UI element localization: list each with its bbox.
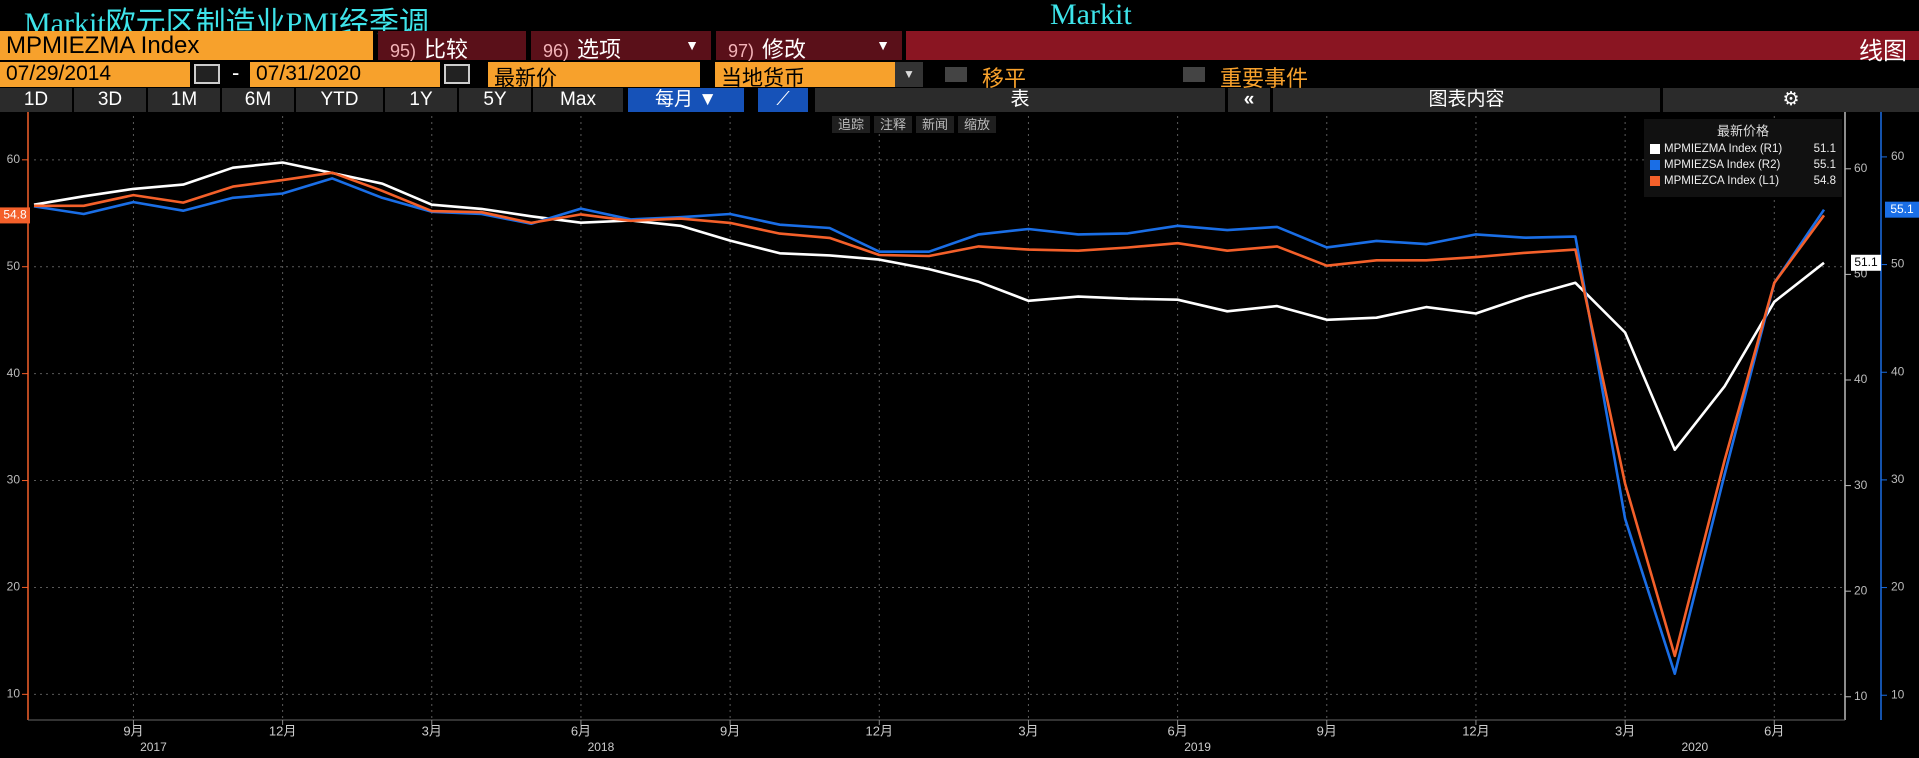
y-tick-label: 20 bbox=[7, 580, 21, 594]
x-tick-label: 9月 bbox=[720, 723, 740, 738]
x-tick-label: 6月 bbox=[571, 723, 591, 738]
legend-label: MPMIEZMA Index (R1) bbox=[1664, 143, 1782, 155]
settings-button[interactable]: ⚙ bbox=[1663, 88, 1919, 112]
y3-tick-label: 30 bbox=[1891, 472, 1905, 486]
ticker-field[interactable]: MPMIEZMA Index bbox=[0, 31, 373, 60]
x-tick-label: 3月 bbox=[422, 723, 442, 738]
legend-box bbox=[1644, 119, 1842, 197]
period-button[interactable]: Max bbox=[533, 88, 623, 112]
y3-tick-label: 40 bbox=[1891, 364, 1905, 378]
year-label: 2017 bbox=[140, 740, 167, 754]
last-value-tag bbox=[0, 207, 30, 224]
x-tick-label: 12月 bbox=[1462, 723, 1489, 738]
y-tick-label: 40 bbox=[7, 366, 21, 380]
legend-title: 最新价格 bbox=[1717, 123, 1769, 138]
menu-label: 比较 bbox=[424, 37, 469, 62]
menu-compare[interactable]: 95) 比较 bbox=[378, 31, 526, 62]
chart-content-button[interactable]: 图表内容 bbox=[1273, 88, 1660, 112]
y3-tick-label: 10 bbox=[1891, 687, 1905, 701]
chart-tool[interactable]: 注释 bbox=[874, 116, 913, 133]
legend-label: MPMIEZCA Index (L1) bbox=[1664, 175, 1779, 187]
calendar-icon[interactable] bbox=[444, 64, 470, 84]
y-tick-label: 30 bbox=[7, 473, 21, 487]
y-tick-label: 60 bbox=[7, 152, 21, 166]
frequency-button[interactable]: 每月 ▼ bbox=[628, 88, 744, 112]
y2-tick-label: 30 bbox=[1854, 478, 1868, 492]
y3-tick-label: 20 bbox=[1891, 580, 1905, 594]
period-button[interactable]: 1M bbox=[148, 88, 220, 112]
legend-swatch bbox=[1650, 160, 1660, 170]
currency-select[interactable]: 当地货币 bbox=[715, 62, 895, 90]
x-tick-label: 9月 bbox=[1317, 723, 1337, 738]
y-tick-label: 10 bbox=[7, 687, 21, 701]
period-button[interactable]: 3D bbox=[74, 88, 146, 112]
y2-tick-label: 20 bbox=[1854, 583, 1868, 597]
calendar-icon[interactable] bbox=[194, 64, 220, 84]
y-tick-label: 50 bbox=[7, 259, 21, 273]
last-value-tag bbox=[1851, 254, 1881, 271]
legend-value: 51.1 bbox=[1814, 143, 1836, 155]
chart-tool[interactable]: 缩放 bbox=[958, 116, 997, 133]
last-value-label: 55.1 bbox=[1890, 202, 1914, 216]
y2-tick-label: 60 bbox=[1854, 161, 1868, 175]
checkbox[interactable] bbox=[945, 67, 967, 82]
chart-tool[interactable]: 新闻 bbox=[916, 116, 955, 133]
y2-tick-label: 10 bbox=[1854, 689, 1868, 703]
period-button[interactable]: 1D bbox=[0, 88, 72, 112]
smooth-label: 移平 bbox=[982, 66, 1027, 91]
end-date[interactable]: 07/31/2020 bbox=[250, 62, 440, 87]
menu-num: 96) bbox=[543, 41, 570, 61]
x-tick-label: 3月 bbox=[1018, 723, 1038, 738]
x-tick-label: 6月 bbox=[1764, 723, 1784, 738]
period-button[interactable]: 1Y bbox=[385, 88, 457, 112]
last-value-tag bbox=[1885, 201, 1919, 218]
menu-bar bbox=[906, 31, 1919, 60]
legend-swatch bbox=[1650, 176, 1660, 186]
menu-label: 修改 bbox=[762, 37, 807, 62]
date-sep: - bbox=[232, 60, 240, 85]
x-tick-label: 12月 bbox=[269, 723, 296, 738]
table-button[interactable]: 表 bbox=[815, 88, 1225, 112]
chart-tool[interactable]: 追踪 bbox=[832, 116, 871, 133]
y3-tick-label: 60 bbox=[1891, 149, 1905, 163]
period-button[interactable]: YTD bbox=[296, 88, 383, 112]
legend-value: 54.8 bbox=[1814, 175, 1836, 187]
menu-num: 97) bbox=[728, 41, 755, 61]
year-label: 2019 bbox=[1184, 740, 1211, 754]
events-label: 重要事件 bbox=[1220, 66, 1309, 91]
last-value-label: 51.1 bbox=[1854, 255, 1878, 269]
y3-tick-label: 50 bbox=[1891, 257, 1905, 271]
x-tick-label: 9月 bbox=[123, 723, 143, 738]
x-tick-label: 3月 bbox=[1615, 723, 1635, 738]
menu-num: 95) bbox=[390, 41, 417, 61]
series-line bbox=[33, 177, 1826, 675]
dropdown[interactable]: ▼ bbox=[895, 62, 923, 87]
series-line bbox=[34, 171, 1826, 658]
start-date[interactable]: 07/29/2014 bbox=[0, 62, 190, 87]
view-mode[interactable]: 线图 bbox=[1859, 38, 1907, 65]
year-label: 2018 bbox=[588, 740, 615, 754]
last-value-label: 54.8 bbox=[3, 208, 27, 222]
x-tick-label: 6月 bbox=[1167, 723, 1187, 738]
chart-icon-button[interactable]: ⟋ bbox=[758, 88, 808, 112]
period-button[interactable]: 6M bbox=[222, 88, 294, 112]
legend-swatch bbox=[1650, 144, 1660, 154]
checkbox[interactable] bbox=[1183, 67, 1205, 82]
legend-label: MPMIEZSA Index (R2) bbox=[1664, 159, 1780, 171]
menu-label: 选项 bbox=[577, 37, 622, 62]
field-select[interactable]: 最新价 bbox=[488, 62, 700, 90]
frequency: 每月 bbox=[654, 89, 693, 110]
y2-tick-label: 40 bbox=[1854, 372, 1868, 386]
source: Markit bbox=[1050, 0, 1132, 31]
x-tick-label: 12月 bbox=[866, 723, 893, 738]
collapse-button[interactable]: « bbox=[1228, 88, 1270, 112]
plot-bg bbox=[34, 112, 1845, 720]
year-label: 2020 bbox=[1681, 740, 1708, 754]
menu-options[interactable]: 96) 选项 ▼ bbox=[531, 31, 711, 62]
period-button[interactable]: 5Y bbox=[459, 88, 531, 112]
menu-edit[interactable]: 97) 修改 ▼ bbox=[716, 31, 902, 62]
legend-value: 55.1 bbox=[1814, 159, 1836, 171]
